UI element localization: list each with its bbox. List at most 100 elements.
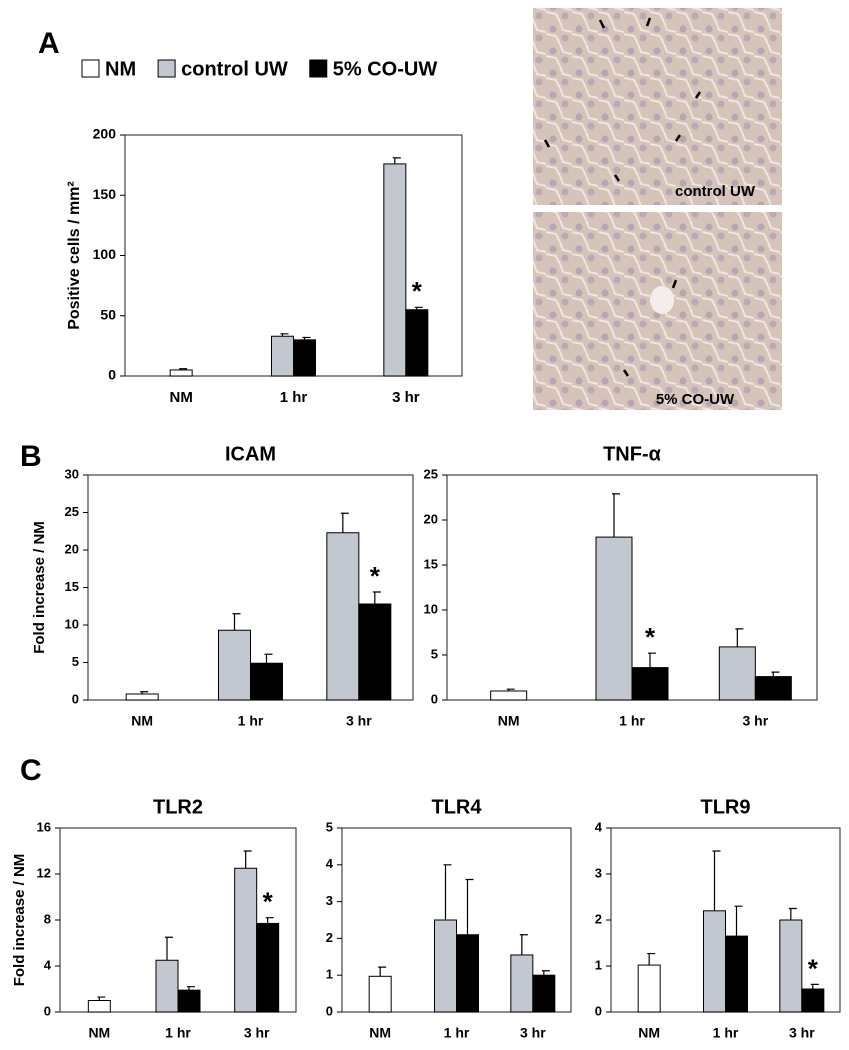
error-bar	[187, 986, 195, 991]
x-tick-label: 3 hr	[789, 1025, 815, 1041]
significance-marker: *	[370, 561, 381, 591]
error-bar	[264, 653, 273, 664]
micrograph-label: control UW	[675, 183, 756, 200]
x-tick-label: NM	[88, 1025, 110, 1041]
bar	[87, 1000, 111, 1013]
y-axis-label: Fold increase / NM	[31, 521, 48, 654]
significance-marker: *	[808, 953, 819, 983]
bar	[510, 954, 534, 1013]
error-bar	[788, 907, 797, 920]
chart-title: ICAM	[225, 443, 276, 465]
y-tick-label: 8	[44, 911, 51, 926]
x-tick-label: 3 hr	[520, 1025, 546, 1041]
significance-marker: *	[412, 276, 423, 306]
y-tick-label: 16	[37, 819, 51, 834]
arrows	[543, 17, 702, 182]
bar	[326, 532, 360, 701]
y-tick-label: 50	[100, 306, 116, 322]
legend-swatch	[157, 59, 176, 78]
error-bar	[340, 512, 349, 533]
error-bar	[372, 591, 381, 604]
bar	[256, 922, 280, 1013]
significance-marker: *	[645, 622, 656, 652]
chart-title: TNF-α	[603, 443, 662, 465]
micrograph-image	[533, 8, 782, 205]
micrograph-bottom: 5% CO-UW	[533, 212, 782, 410]
y-tick-label: 0	[595, 1003, 602, 1018]
bar	[383, 163, 407, 377]
error-bar	[810, 983, 819, 989]
legend-label: NM	[105, 58, 136, 80]
x-tick-label: 3 hr	[244, 1025, 270, 1041]
y-tick-label: 5	[72, 654, 79, 669]
error-bar	[541, 970, 550, 976]
error-bar	[771, 671, 780, 677]
chart-title: TLR9	[701, 796, 751, 818]
y-tick-label: 200	[93, 126, 117, 142]
legend-label: 5% CO-UW	[333, 58, 438, 80]
error-bar	[378, 966, 387, 977]
y-tick-label: 20	[65, 541, 79, 556]
bar	[169, 369, 193, 377]
error-bar	[465, 878, 474, 935]
bar	[368, 975, 392, 1013]
bar	[801, 988, 825, 1013]
y-tick-label: 25	[65, 504, 79, 519]
y-axis-label: Fold increase / NM	[11, 854, 28, 987]
y-tick-label: 0	[431, 691, 438, 706]
x-tick-label: 1 hr	[280, 389, 308, 406]
panel-label: B	[20, 440, 42, 473]
error-bar	[243, 850, 252, 869]
bar	[532, 974, 556, 1013]
y-tick-label: 10	[424, 601, 438, 616]
y-tick-label: 20	[424, 511, 438, 526]
x-tick-label: NM	[638, 1025, 660, 1041]
error-bar	[179, 368, 188, 370]
bar	[218, 629, 251, 701]
chart-title: TLR4	[432, 796, 483, 818]
y-tick-label: 4	[326, 856, 334, 871]
x-tick-label: 1 hr	[165, 1025, 191, 1041]
bar	[293, 339, 316, 377]
error-bar	[414, 306, 423, 310]
bar	[754, 676, 792, 701]
error-bar	[140, 691, 149, 694]
bar	[234, 867, 258, 1013]
error-bar	[506, 688, 515, 691]
error-bar	[392, 157, 401, 164]
y-tick-label: 4	[595, 819, 603, 834]
y-tick-label: 0	[72, 691, 79, 706]
y-tick-label: 2	[326, 930, 333, 945]
bar	[125, 693, 159, 701]
y-tick-label: 150	[93, 186, 117, 202]
micrograph-label: 5% CO-UW	[656, 391, 735, 408]
y-tick-label: 3	[595, 865, 602, 880]
bar	[405, 309, 429, 377]
error-bar	[232, 613, 241, 631]
bar	[155, 959, 179, 1013]
y-tick-label: 5	[431, 646, 438, 661]
legend-swatch	[309, 59, 328, 78]
error-bar	[97, 996, 106, 1001]
x-tick-label: 3 hr	[392, 389, 420, 406]
legend-label: control UW	[181, 58, 288, 80]
bar	[271, 335, 294, 377]
y-tick-label: 5	[326, 819, 333, 834]
y-tick-label: 12	[37, 865, 51, 880]
error-bar	[648, 652, 656, 668]
y-tick-label: 3	[326, 893, 333, 908]
y-tick-label: 25	[424, 466, 438, 481]
error-bar	[280, 333, 289, 337]
panel-label: A	[38, 27, 60, 60]
x-tick-label: NM	[170, 389, 193, 406]
legend-swatch	[81, 59, 100, 78]
bar	[358, 603, 392, 701]
error-bar	[443, 864, 452, 920]
bar	[779, 919, 803, 1013]
arrows	[622, 279, 678, 377]
bar	[595, 536, 633, 701]
error-bar	[265, 917, 274, 924]
x-tick-label: 3 hr	[346, 713, 372, 729]
x-tick-label: 1 hr	[619, 713, 645, 729]
